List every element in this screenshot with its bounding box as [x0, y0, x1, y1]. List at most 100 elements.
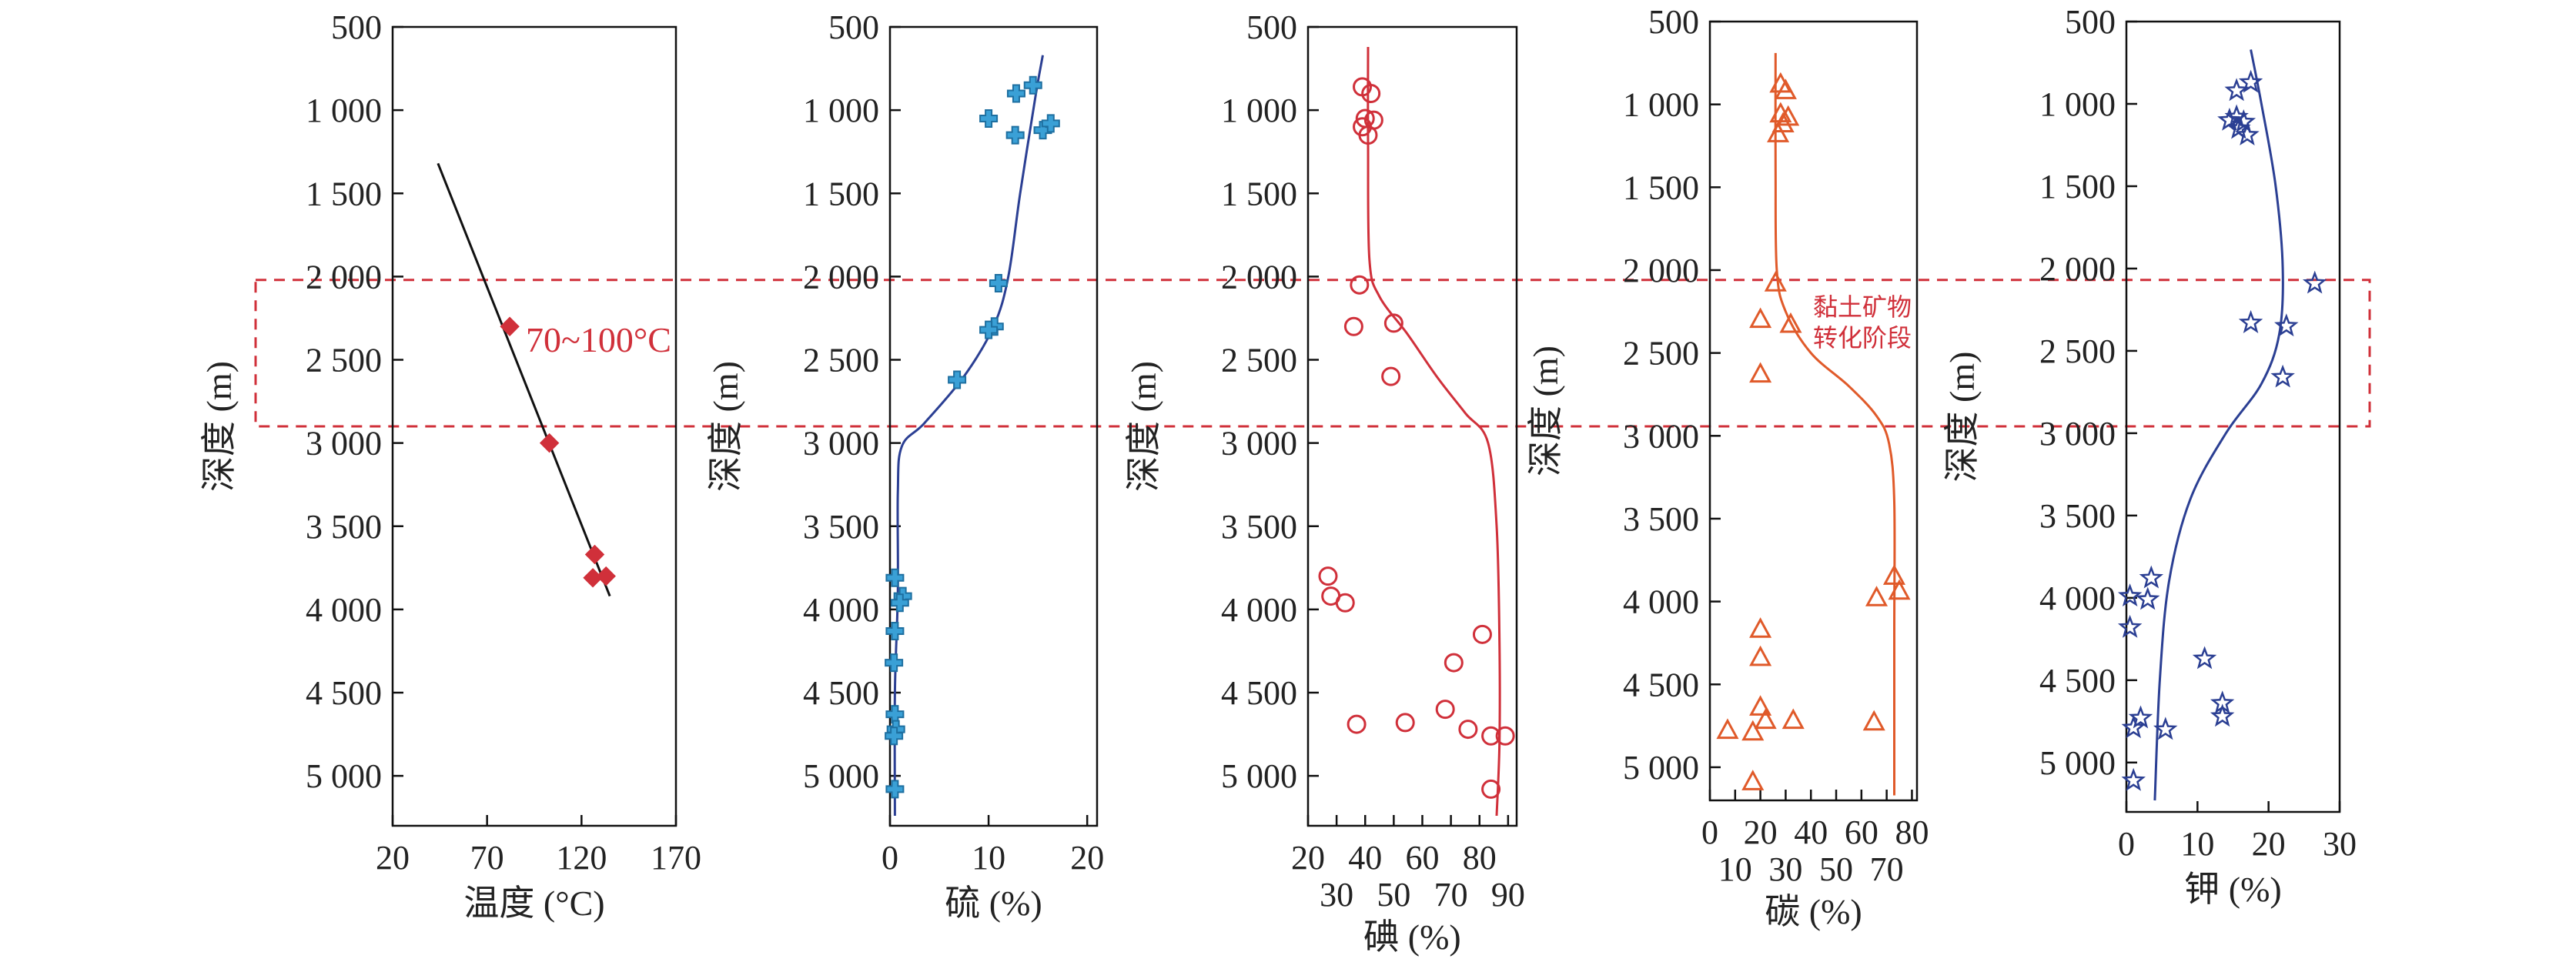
data-point-8 — [979, 320, 999, 339]
data-point-9 — [1749, 362, 1772, 383]
x-tick-label: 0 — [1701, 813, 1718, 851]
clay-transition-annotation-line-2: 转化阶段 — [1813, 324, 1912, 352]
y-tick-label: 3 000 — [1221, 425, 1297, 463]
y-tick-label: 4 000 — [803, 591, 879, 629]
y-tick-label: 500 — [828, 8, 879, 46]
highlight-zone-box — [254, 279, 2371, 428]
x-tick-label: 40 — [1794, 813, 1828, 851]
plot-frame — [888, 25, 1099, 827]
y-tick-label: 5 000 — [1221, 757, 1297, 795]
x-tick-label: 70 — [1434, 876, 1468, 914]
data-point-14 — [1444, 653, 1464, 673]
y-tick-label: 2 000 — [2039, 250, 2116, 288]
y-tick-label: 3 500 — [1623, 500, 1699, 538]
x-tick-label: 10 — [972, 839, 1005, 877]
data-point-17 — [1395, 713, 1415, 733]
y-axis-title: 深度 (m) — [706, 361, 745, 492]
y-tick-label: 1 500 — [1221, 175, 1297, 212]
x-tick-label: 20 — [2252, 825, 2286, 863]
clay-transition-annotation-line-1: 黏土矿物 — [1813, 293, 1912, 321]
y-tick-label: 3 000 — [1623, 417, 1699, 455]
data-point-16 — [1347, 714, 1367, 734]
y-axis-title: 深度 (m) — [1942, 352, 1982, 483]
x-axis-title: 碘 (%) — [1363, 917, 1460, 957]
data-point-15 — [1749, 695, 1772, 716]
data-point-13 — [2135, 586, 2160, 610]
data-point-7 — [2302, 270, 2327, 294]
x-tick-label: 60 — [1405, 839, 1439, 877]
y-tick-label: 1 000 — [306, 92, 382, 129]
x-tick-label: 120 — [556, 839, 607, 877]
panel-temperature: 500 1 000 1 500 2 000 2 500 3 000 3 500 4 000 4 … — [199, 8, 701, 923]
data-point-14 — [885, 653, 904, 673]
y-tick-label: 1 500 — [1623, 169, 1699, 206]
data-point-12 — [890, 593, 909, 613]
x-tick-label: 70 — [1870, 850, 1904, 888]
data-point-0 — [500, 316, 520, 336]
x-axis-title: 硫 (%) — [945, 884, 1042, 923]
data-point-2 — [979, 109, 999, 128]
x-tick-label: 0 — [2118, 825, 2135, 863]
x-tick-label: 30 — [1320, 876, 1353, 914]
trend-curve — [2153, 49, 2284, 801]
data-point-9 — [1381, 366, 1401, 386]
y-tick-label: 3 500 — [306, 508, 382, 546]
y-tick-label: 1 500 — [306, 175, 382, 212]
data-point-9 — [2274, 313, 2299, 337]
data-point-1 — [2224, 78, 2249, 102]
data-point-21 — [1741, 770, 1765, 790]
data-point-2 — [584, 544, 605, 565]
data-point-20 — [1495, 726, 1515, 746]
data-point-19 — [2121, 715, 2146, 739]
y-tick-label: 4 000 — [1623, 583, 1699, 621]
data-point-18 — [885, 780, 905, 799]
x-tick-label: 20 — [1070, 839, 1104, 877]
y-tick-label: 4 500 — [803, 674, 879, 712]
x-axis-title: 钾 (%) — [2184, 870, 2281, 909]
y-tick-label: 1 000 — [1221, 92, 1297, 129]
y-tick-label: 2 500 — [803, 342, 879, 379]
x-tick-label: 20 — [1291, 839, 1325, 877]
data-point-1 — [1774, 78, 1797, 99]
y-tick-label: 4 000 — [306, 591, 382, 629]
data-point-17 — [2210, 703, 2235, 727]
y-tick-label: 1 000 — [1623, 86, 1699, 124]
x-tick-label: 80 — [1463, 839, 1497, 877]
data-point-0 — [1006, 84, 1025, 103]
temperature-range-annotation: 70~100°C — [526, 320, 671, 359]
data-point-14 — [2117, 614, 2143, 638]
data-point-7 — [1749, 307, 1772, 329]
data-point-16 — [1754, 708, 1777, 730]
y-tick-label: 4 500 — [2039, 662, 2116, 700]
data-point-10 — [1318, 566, 1338, 586]
y-tick-label: 5 000 — [1623, 749, 1699, 787]
y-axis-title: 深度 (m) — [199, 361, 239, 492]
y-tick-label: 5 000 — [306, 757, 382, 795]
data-point-10 — [1882, 564, 1906, 585]
data-point-5 — [1767, 122, 1790, 142]
x-tick-label: 170 — [651, 839, 701, 877]
data-point-18 — [1458, 720, 1478, 740]
data-point-6 — [1764, 271, 1787, 292]
data-point-9 — [948, 370, 967, 389]
x-tick-label: 60 — [1845, 813, 1878, 851]
data-point-10 — [885, 568, 905, 587]
trend-curve — [893, 55, 1044, 817]
y-tick-label: 500 — [1648, 3, 1699, 41]
data-point-8 — [1383, 313, 1403, 333]
y-tick-label: 2 500 — [2039, 332, 2116, 370]
y-tick-label: 5 000 — [803, 757, 879, 795]
panel-iodine: 500 1 000 1 500 2 000 2 500 3 000 3 500 4 000 4 … — [1124, 8, 1525, 957]
data-point-5 — [1041, 114, 1060, 133]
x-tick-label: 40 — [1348, 839, 1382, 877]
y-tick-label: 3 500 — [2039, 497, 2116, 535]
y-tick-label: 3 000 — [803, 425, 879, 463]
y-tick-label: 500 — [331, 8, 382, 46]
y-tick-label: 2 000 — [803, 258, 879, 296]
data-point-11 — [2139, 565, 2164, 589]
data-point-13 — [1749, 617, 1772, 638]
data-point-3 — [1005, 125, 1025, 145]
y-tick-label: 2 500 — [1221, 342, 1297, 379]
y-tick-label: 3 500 — [803, 508, 879, 546]
